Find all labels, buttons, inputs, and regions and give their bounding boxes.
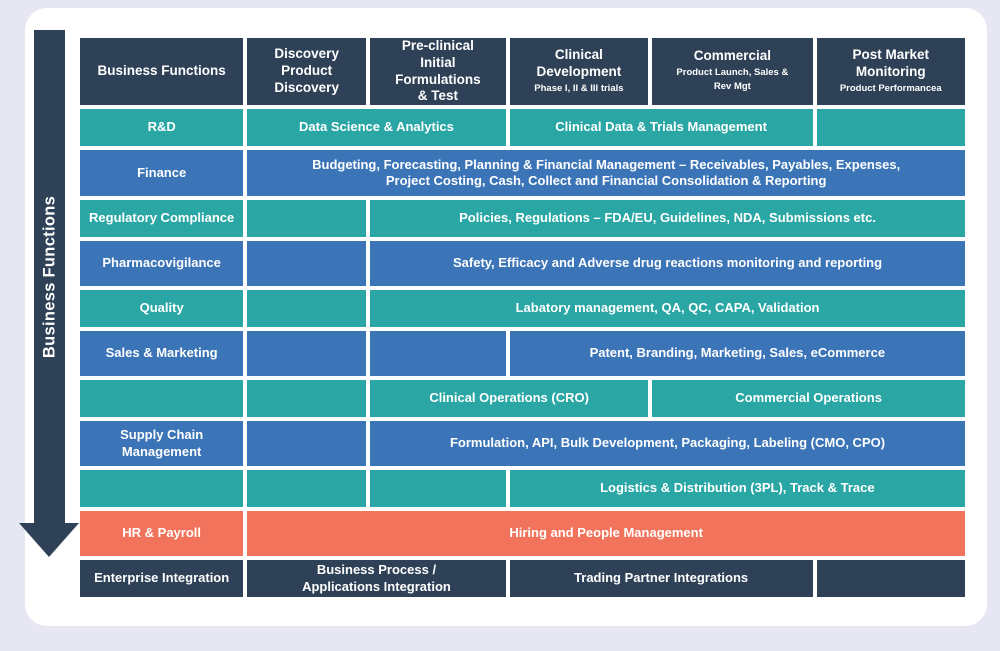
header-title: Discovery Product Discovery: [274, 46, 339, 95]
regulatory-compliance-row-empty-cell: [247, 200, 367, 237]
header-subtitle: Product Performancea: [839, 82, 942, 94]
logistics-row-empty-cell: [370, 470, 506, 507]
sales-marketing-row-empty-cell: [247, 331, 367, 376]
cell-supply-chain-management: Supply Chain Management: [80, 421, 244, 466]
cell-policies-regulations-fda-eu-guidelines-nda-s: Policies, Regulations – FDA/EU, Guidelin…: [370, 200, 965, 237]
cell-logistics-distribution-3pl-track-trace: Logistics & Distribution (3PL), Track & …: [509, 470, 965, 507]
cell-hr-payroll: HR & Payroll: [80, 511, 244, 556]
header-discovery-product-discovery: Discovery Product Discovery: [247, 38, 367, 105]
rnd-row-empty-cell: [816, 109, 965, 146]
enterprise-integration-row-empty-cell: [816, 560, 965, 597]
header-title: Commercial: [693, 48, 772, 64]
header-title: Pre-clinical Initial Formulations & Test: [395, 37, 481, 104]
logistics-row-empty-cell: [80, 470, 244, 507]
cell-commercial-operations: Commercial Operations: [652, 380, 965, 417]
cell-labatory-management-qa-qc-capa-validation: Labatory management, QA, QC, CAPA, Valid…: [370, 290, 965, 327]
cell-sales-marketing: Sales & Marketing: [80, 331, 244, 376]
pharmacovigilance-row-empty-cell: [247, 241, 367, 286]
cell-pharmacovigilance: Pharmacovigilance: [80, 241, 244, 286]
header-clinical-development: Clinical Development Phase I, II & III tr…: [509, 38, 649, 105]
cell-hiring-and-people-management: Hiring and People Management: [247, 511, 965, 556]
cell-quality: Quality: [80, 290, 244, 327]
quality-row-empty-cell: [247, 290, 367, 327]
header-title: Clinical Development: [536, 47, 622, 79]
header-subtitle: Phase I, II & III trials: [534, 82, 624, 94]
business-matrix: Business Functions Discovery Product Disc…: [80, 38, 965, 604]
header-title: Business Functions: [97, 63, 226, 79]
cell-regulatory-compliance: Regulatory Compliance: [80, 200, 244, 237]
cell-budgeting-forecasting-planning-financial-man: Budgeting, Forecasting, Planning & Finan…: [247, 150, 965, 196]
cell-data-science-analytics: Data Science & Analytics: [247, 109, 506, 146]
cell-safety-efficacy-and-adverse-drug-reactions-m: Safety, Efficacy and Adverse drug reacti…: [370, 241, 965, 286]
cell-clinical-operations-cro: Clinical Operations (CRO): [370, 380, 649, 417]
cell-patent-branding-marketing-sales-ecommerce: Patent, Branding, Marketing, Sales, eCom…: [509, 331, 965, 376]
cell-finance: Finance: [80, 150, 244, 196]
cell-clinical-data-trials-management: Clinical Data & Trials Management: [509, 109, 813, 146]
cell-r-d: R&D: [80, 109, 244, 146]
business-functions-arrow: Business Functions: [34, 30, 65, 524]
operations-row-empty-cell: [247, 380, 367, 417]
arrow-down-icon: [19, 523, 79, 557]
header-business-functions: Business Functions: [80, 38, 244, 105]
header-pre-clinical-initial-formulations-test: Pre-clinical Initial Formulations & Test: [370, 38, 506, 105]
cell-trading-partner-integrations: Trading Partner Integrations: [509, 560, 813, 597]
cell-enterprise-integration: Enterprise Integration: [80, 560, 244, 597]
operations-row-empty-cell: [80, 380, 244, 417]
cell-business-process-applications-integration: Business Process / Applications Integrat…: [247, 560, 506, 597]
header-subtitle: Product Launch, Sales & Rev Mgt: [676, 67, 789, 93]
supply-chain-row-empty-cell: [247, 421, 367, 466]
sales-marketing-row-empty-cell: [370, 331, 506, 376]
cell-formulation-api-bulk-development-packaging-l: Formulation, API, Bulk Development, Pack…: [370, 421, 965, 466]
header-title: Post Market Monitoring: [852, 47, 930, 79]
header-post-market-monitoring: Post Market Monitoring Product Performanc…: [816, 38, 965, 105]
business-functions-arrow-label: Business Functions: [40, 195, 58, 359]
logistics-row-empty-cell: [247, 470, 367, 507]
header-commercial: Commercial Product Launch, Sales & Rev Mg…: [652, 38, 813, 105]
